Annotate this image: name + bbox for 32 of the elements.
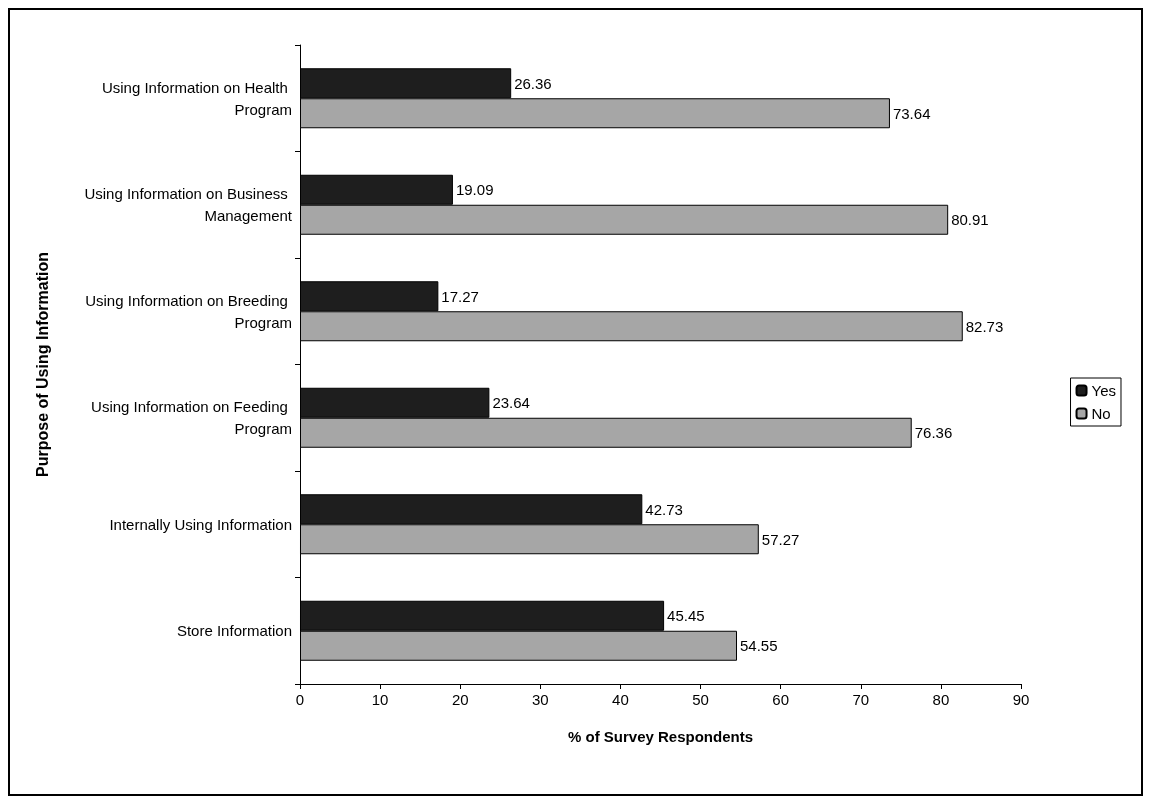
data-label: 76.36 (914, 424, 953, 442)
data-label: 73.64 (892, 104, 931, 122)
legend-label: Yes (1091, 382, 1117, 399)
y-tick-label: Using Information on Health Program (101, 78, 292, 118)
y-tick-label: Using Information on Feeding Program (91, 398, 292, 438)
y-tick-label: Using Information on Breeding Program (85, 291, 292, 331)
x-tick-label: 50 (692, 691, 709, 708)
data-label: 57.27 (761, 530, 800, 548)
x-tick-label: 60 (772, 691, 790, 708)
y-tick-label: Store Information (176, 622, 292, 640)
data-label: 26.36 (514, 74, 552, 92)
x-tick-label: 40 (612, 691, 629, 708)
x-tick-label: 80 (932, 691, 950, 708)
data-label: 23.64 (492, 394, 530, 412)
legend-label: No (1091, 405, 1111, 422)
y-tick-label: Internally Using Information (109, 515, 292, 533)
data-label: 42.73 (645, 500, 683, 518)
x-tick-label: 20 (451, 691, 469, 708)
data-label: 82.73 (965, 317, 1004, 335)
data-label: 17.27 (441, 287, 479, 305)
x-tick-label: 90 (1012, 691, 1030, 708)
y-axis-title: Purpose of Using Information (33, 252, 51, 477)
x-tick-label: 10 (371, 691, 389, 708)
x-tick-label: 70 (852, 691, 870, 708)
y-tick-label: Using Information on Business Management (84, 185, 293, 225)
data-label: 54.55 (740, 637, 778, 655)
x-tick-label: 30 (531, 691, 549, 708)
x-axis-title: % of Survey Respondents (567, 728, 754, 745)
x-tick-label: 0 (295, 691, 305, 708)
data-label: 19.09 (455, 181, 494, 199)
data-label: 80.91 (951, 211, 989, 229)
data-label: 45.45 (667, 607, 705, 625)
